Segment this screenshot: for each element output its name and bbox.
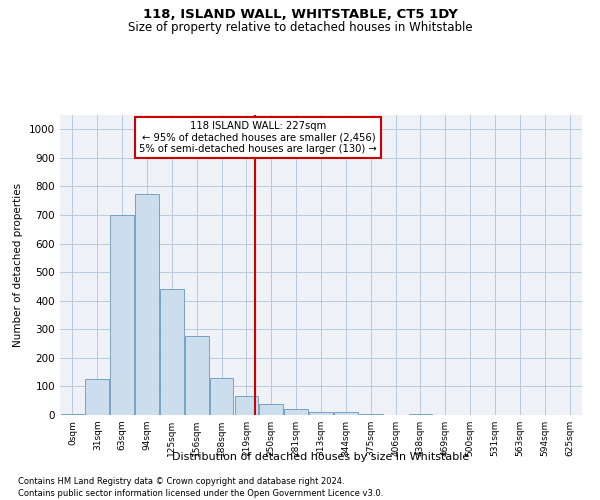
Text: 118 ISLAND WALL: 227sqm
← 95% of detached houses are smaller (2,456)
5% of semi-: 118 ISLAND WALL: 227sqm ← 95% of detache…	[139, 121, 377, 154]
Bar	[85, 380, 109, 415]
Bar	[309, 412, 333, 415]
Bar	[61, 414, 84, 415]
Bar	[235, 396, 258, 415]
Bar	[409, 414, 432, 415]
Bar	[185, 336, 209, 415]
Bar	[110, 215, 134, 415]
Text: 118, ISLAND WALL, WHITSTABLE, CT5 1DY: 118, ISLAND WALL, WHITSTABLE, CT5 1DY	[143, 8, 457, 20]
Text: Contains HM Land Registry data © Crown copyright and database right 2024.: Contains HM Land Registry data © Crown c…	[18, 478, 344, 486]
Bar	[284, 408, 308, 415]
Bar	[160, 290, 184, 415]
Bar	[135, 194, 159, 415]
Bar	[210, 378, 233, 415]
Bar	[259, 404, 283, 415]
Y-axis label: Number of detached properties: Number of detached properties	[13, 183, 23, 347]
Text: Size of property relative to detached houses in Whitstable: Size of property relative to detached ho…	[128, 21, 472, 34]
Text: Contains public sector information licensed under the Open Government Licence v3: Contains public sector information licen…	[18, 489, 383, 498]
Text: Distribution of detached houses by size in Whitstable: Distribution of detached houses by size …	[172, 452, 470, 462]
Bar	[334, 412, 358, 415]
Bar	[359, 414, 383, 415]
